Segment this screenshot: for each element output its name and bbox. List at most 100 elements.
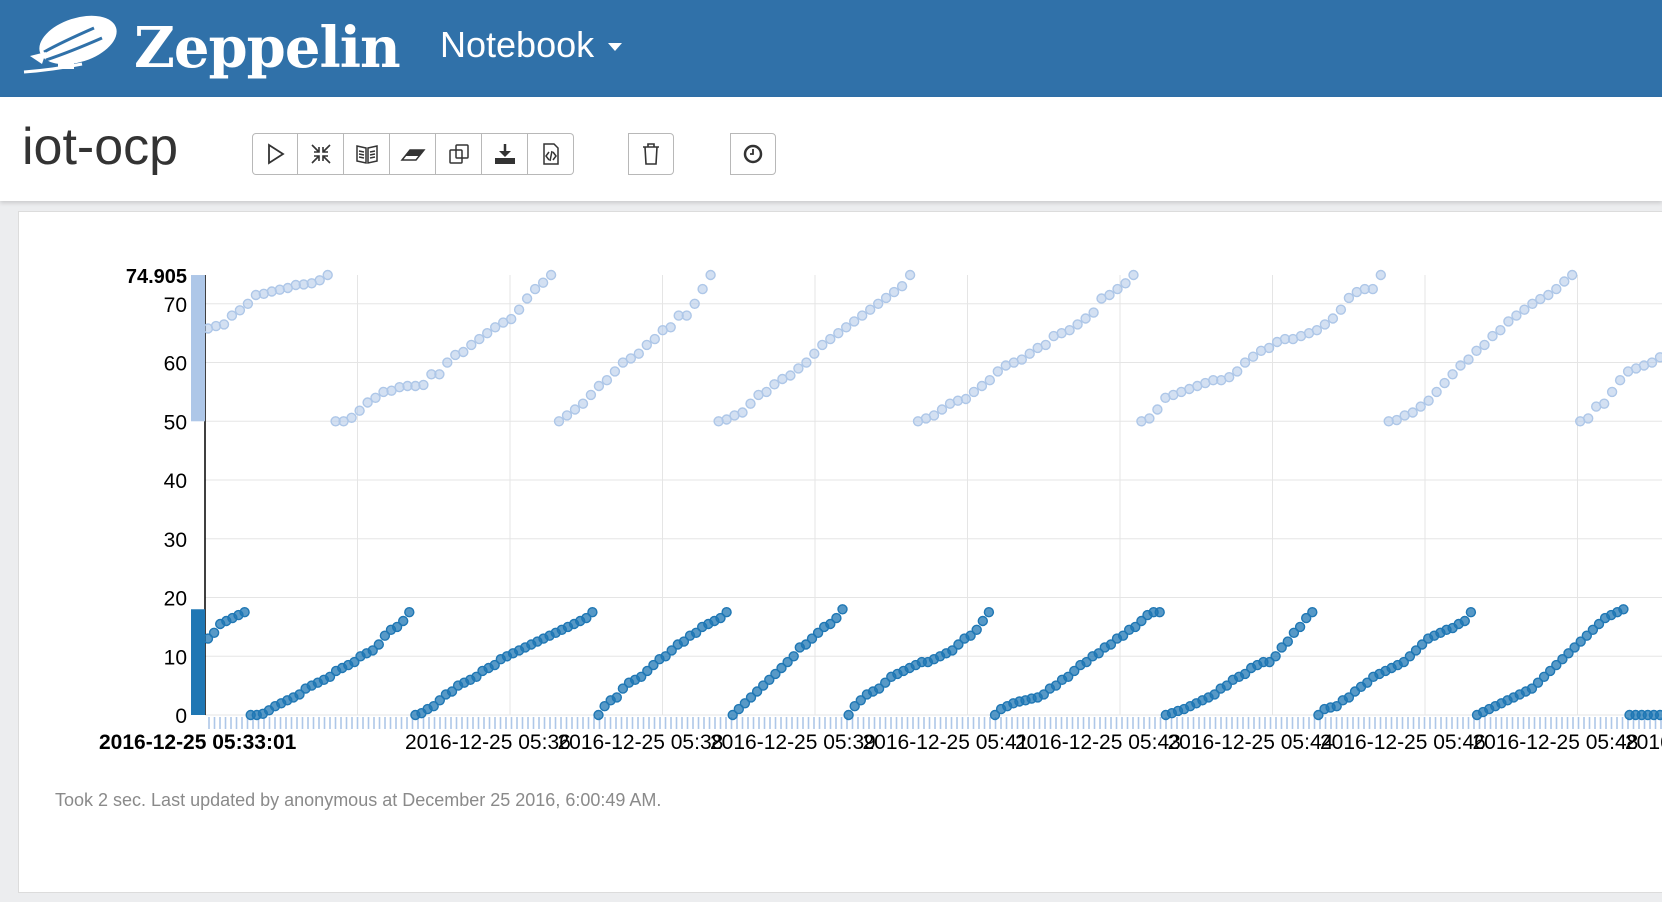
note-title[interactable]: iot-ocp	[22, 118, 179, 176]
data-point	[1327, 313, 1339, 324]
delete-group	[628, 133, 674, 175]
data-point	[1038, 689, 1050, 700]
clone-note-button[interactable]	[436, 133, 482, 175]
top-navbar: Zeppelin Notebook	[0, 0, 1662, 97]
data-point	[1231, 366, 1243, 377]
data-point	[398, 615, 409, 627]
data-point	[458, 346, 469, 358]
data-point	[776, 662, 787, 674]
data-point	[601, 374, 613, 386]
data-point	[689, 298, 700, 310]
data-point	[1294, 621, 1306, 633]
data-point	[208, 627, 220, 638]
data-point	[833, 327, 844, 339]
clear-output-button[interactable]	[390, 133, 436, 175]
data-point	[849, 701, 860, 712]
data-point	[1646, 357, 1658, 368]
data-point	[843, 709, 854, 721]
x-tick-label: 2016-12-25 05:48	[1473, 731, 1639, 754]
data-point	[801, 357, 812, 368]
data-point	[648, 659, 659, 671]
notebook-menu[interactable]: Notebook	[440, 22, 623, 68]
data-point	[1526, 683, 1538, 694]
collapse-output-button[interactable]	[298, 133, 344, 175]
paragraph-panel: 0 10 20 30 40 50 60 70 74.905 2016-12-25 05:33:01…	[18, 211, 1662, 893]
data-point	[218, 319, 230, 330]
data-point	[764, 674, 775, 685]
toggle-code-button[interactable]	[344, 133, 390, 175]
data-point	[800, 639, 812, 650]
data-point	[370, 392, 381, 404]
y-tick-label: 40	[164, 470, 187, 493]
data-point	[1081, 656, 1092, 668]
data-point	[1551, 283, 1562, 295]
data-point	[666, 645, 677, 656]
data-point	[641, 339, 652, 351]
x-tick-label: 2016-12-25 05:39	[710, 731, 876, 754]
data-point	[442, 357, 453, 368]
data-point	[715, 612, 726, 624]
data-point	[1136, 615, 1147, 627]
data-point	[1152, 404, 1163, 415]
data-point	[837, 604, 848, 615]
data-point	[1538, 671, 1550, 682]
zeppelin-logo-icon[interactable]	[22, 12, 122, 78]
data-point	[1455, 360, 1466, 371]
data-point	[418, 379, 429, 391]
data-point	[1391, 414, 1402, 426]
data-point	[1614, 374, 1626, 386]
data-point	[577, 398, 589, 409]
y-tick-label: 20	[164, 588, 187, 611]
scatter-chart[interactable]: 0 10 20 30 40 50 60 70 74.905 2016-12-25 05:33:01…	[19, 212, 1662, 772]
data-point	[865, 304, 876, 315]
data-point	[1606, 386, 1618, 398]
data-point	[226, 310, 238, 321]
data-point	[812, 627, 824, 638]
eraser-icon	[399, 149, 426, 161]
data-point	[1311, 324, 1323, 336]
data-point	[1495, 324, 1506, 336]
data-point	[1416, 639, 1428, 650]
data-point	[367, 645, 378, 656]
data-point	[788, 651, 799, 662]
data-point	[1331, 701, 1342, 712]
data-point	[1439, 377, 1450, 389]
delete-note-button[interactable]	[628, 133, 674, 175]
data-point	[825, 333, 836, 345]
run-all-button[interactable]	[252, 133, 298, 175]
data-point	[633, 348, 644, 359]
data-point	[1593, 618, 1605, 630]
x-tick-label: 2016-12-25 05:43	[1015, 731, 1181, 754]
data-point	[1112, 283, 1123, 295]
download-icon	[494, 144, 515, 164]
data-point	[896, 280, 908, 292]
export-note-button[interactable]	[482, 133, 528, 175]
data-point	[1566, 269, 1578, 281]
data-point	[314, 275, 325, 286]
data-point	[1398, 656, 1410, 668]
brand-title[interactable]: Zeppelin	[134, 15, 401, 81]
data-point	[349, 656, 360, 668]
data-point	[346, 412, 357, 424]
data-point	[446, 686, 458, 697]
data-point	[733, 703, 744, 715]
data-point	[1154, 607, 1165, 618]
y-tick-label: 50	[164, 411, 187, 434]
book-icon	[355, 145, 378, 164]
data-point	[1551, 659, 1562, 671]
version-code-button[interactable]	[528, 133, 574, 175]
data-point	[936, 404, 948, 415]
scheduler-button[interactable]	[730, 133, 776, 175]
data-point	[1479, 339, 1490, 351]
y-tick-label: 10	[164, 646, 187, 669]
collapse-icon	[310, 144, 331, 164]
data-point	[649, 333, 660, 345]
x-tick-label: 2016-12-25 05:38	[558, 731, 724, 754]
data-point	[1563, 648, 1574, 659]
data-point	[569, 404, 581, 415]
data-point	[1016, 354, 1027, 365]
data-point	[825, 618, 836, 630]
data-point	[1088, 307, 1099, 318]
data-point	[434, 695, 445, 706]
y-tick-label: 60	[164, 353, 187, 376]
